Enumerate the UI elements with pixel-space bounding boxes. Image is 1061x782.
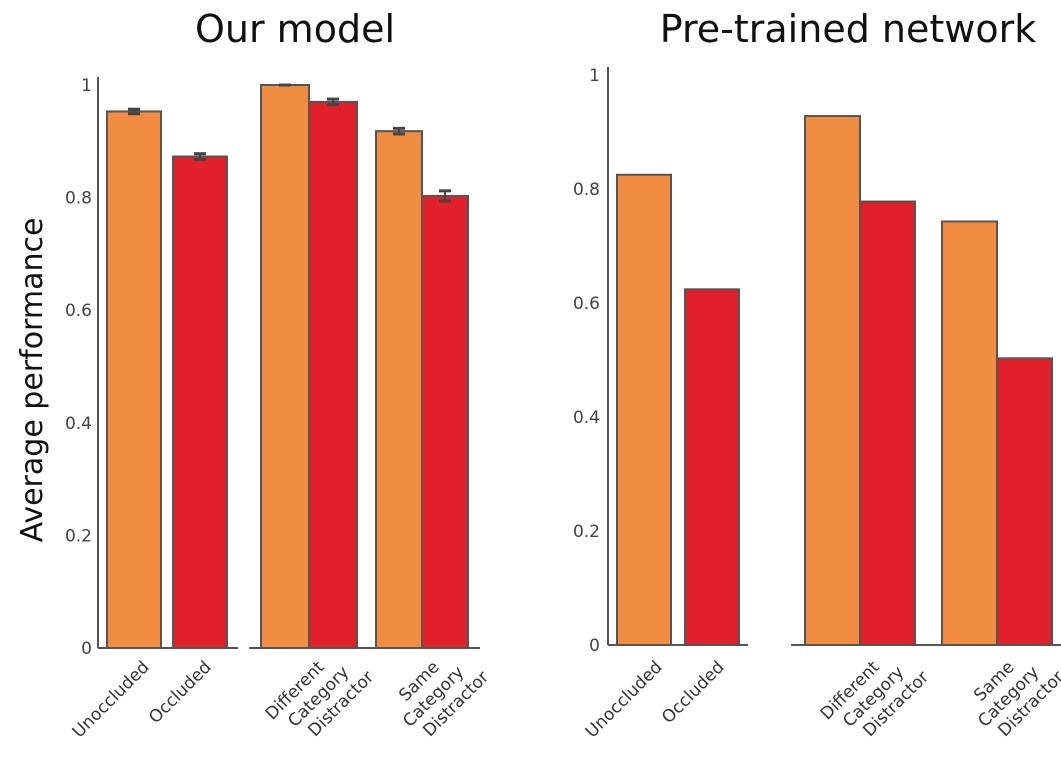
y-tick-label: 0.4 bbox=[573, 408, 600, 428]
category-label-line: Occluded bbox=[145, 657, 215, 727]
y-tick-label: 1 bbox=[81, 76, 92, 96]
bar bbox=[804, 115, 861, 647]
bar bbox=[996, 357, 1053, 646]
bar bbox=[859, 200, 916, 646]
y-tick-label: 0 bbox=[81, 639, 92, 659]
axes bbox=[607, 67, 1061, 646]
category-label: Occluded bbox=[145, 657, 215, 727]
bar bbox=[941, 220, 998, 647]
bar bbox=[260, 84, 310, 649]
y-ticks: 0 0.2 0.4 0.6 0.8 1 bbox=[65, 76, 92, 659]
chart-title: Pre-trained network bbox=[660, 7, 1036, 51]
y-tick-label: 0.6 bbox=[573, 294, 600, 314]
bar bbox=[375, 130, 423, 649]
y-tick-label: 1 bbox=[589, 66, 600, 86]
y-tick-label: 0.4 bbox=[65, 414, 92, 434]
category-label: Occluded bbox=[658, 657, 728, 727]
bars bbox=[616, 115, 1053, 647]
bar bbox=[684, 288, 740, 646]
category-label: Unoccluded bbox=[582, 657, 667, 742]
bar bbox=[421, 194, 469, 649]
panel-our-model: Our model Average performance 0 0.2 0.4 0.6… bbox=[15, 7, 493, 742]
y-axis-label: Average performance bbox=[15, 218, 50, 543]
y-tick-label: 0.8 bbox=[65, 189, 92, 209]
bars bbox=[106, 83, 469, 649]
y-tick-label: 0.2 bbox=[573, 522, 600, 542]
bar bbox=[616, 173, 672, 646]
y-ticks: 0 0.2 0.4 0.6 0.8 1 bbox=[573, 66, 600, 656]
panel-pretrained-network: Pre-trained network 0 0.2 0.4 0.6 0.8 1 Unocc… bbox=[573, 7, 1061, 742]
axes bbox=[97, 77, 480, 649]
category-label-line: Unoccluded bbox=[582, 657, 667, 742]
chart-title: Our model bbox=[195, 7, 395, 51]
y-tick-label: 0.8 bbox=[573, 180, 600, 200]
y-tick-label: 0.6 bbox=[65, 301, 92, 321]
category-label-line: Unoccluded bbox=[69, 657, 154, 742]
y-tick-label: 0 bbox=[589, 636, 600, 656]
bar bbox=[308, 100, 358, 649]
category-label-line: Occluded bbox=[658, 657, 728, 727]
y-tick-label: 0.2 bbox=[65, 526, 92, 546]
category-label: Unoccluded bbox=[69, 657, 154, 742]
bar bbox=[106, 110, 162, 649]
bar bbox=[172, 155, 228, 649]
